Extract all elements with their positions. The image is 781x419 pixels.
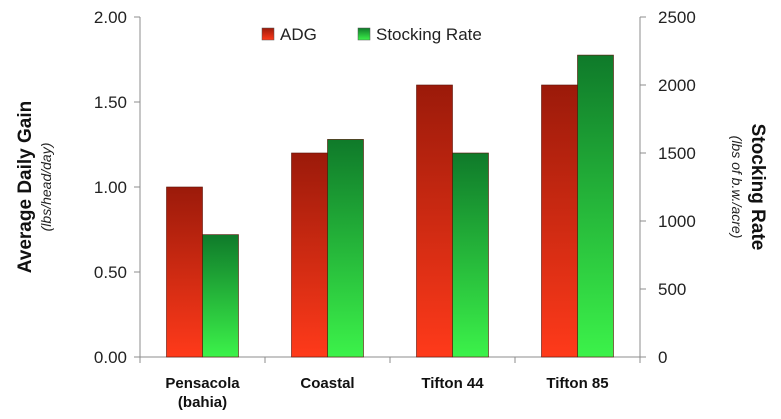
legend-label-stocking-rate: Stocking Rate — [376, 25, 482, 44]
bar-stocking-rate — [202, 234, 239, 358]
x-tick-label: Tifton 44 — [421, 375, 484, 392]
legend-label-adg: ADG — [280, 25, 317, 44]
labels: 0.00 0.50 1.00 1.50 2.00 0 500 1000 1500 2000 2500… — [15, 8, 768, 411]
bar-adg — [166, 186, 203, 358]
legend-swatch-stocking-rate — [357, 27, 371, 41]
legend-swatch-adg — [261, 27, 275, 41]
bars — [166, 54, 614, 358]
legend: ADG Stocking Rate — [261, 25, 482, 44]
x-tick-label: Pensacola — [165, 375, 240, 392]
left-tick-label: 0.50 — [94, 263, 127, 282]
x-tick-label: Coastal — [300, 375, 354, 392]
bar-adg — [541, 84, 578, 358]
bar-adg — [416, 84, 453, 358]
left-axis-title: Average Daily Gain — [15, 101, 36, 273]
left-tick-label: 1.00 — [94, 178, 127, 197]
right-tick-label: 1500 — [658, 144, 696, 163]
right-axis-title: Stocking Rate — [747, 124, 768, 251]
left-tick-label: 1.50 — [94, 93, 127, 112]
right-axis-subtitle: (lbs of b.w./acre) — [729, 136, 745, 239]
left-axis-subtitle: (lbs/head/day) — [38, 143, 54, 232]
x-tick-label: (bahia) — [178, 394, 227, 411]
right-tick-label: 2000 — [658, 76, 696, 95]
bar-stocking-rate — [452, 152, 489, 358]
left-tick-label: 2.00 — [94, 8, 127, 27]
left-tick-label: 0.00 — [94, 348, 127, 367]
right-tick-label: 1000 — [658, 212, 696, 231]
right-tick-label: 0 — [658, 348, 667, 367]
x-tick-label: Tifton 85 — [546, 375, 608, 392]
bar-adg — [291, 152, 328, 358]
right-tick-label: 2500 — [658, 8, 696, 27]
bar-stocking-rate — [577, 54, 614, 358]
bar-stocking-rate — [327, 139, 364, 358]
right-tick-label: 500 — [658, 280, 686, 299]
